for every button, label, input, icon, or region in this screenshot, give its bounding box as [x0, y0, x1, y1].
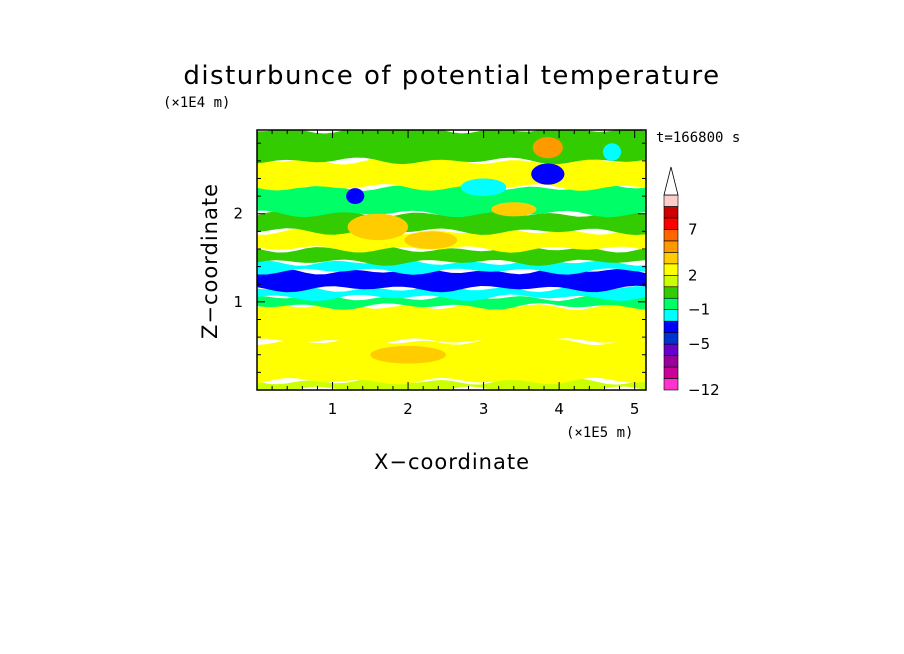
colorbar-segment: [663, 297, 679, 311]
heatmap-feature: [370, 345, 446, 364]
y-tick-label: 1: [233, 293, 243, 311]
colorbar-extend-arrow: [663, 166, 679, 196]
colorbar-segment: [663, 355, 679, 368]
y-axis-label: Z−coordinate: [198, 183, 222, 339]
heatmap-band: [257, 302, 646, 345]
heatmap-feature: [602, 143, 622, 161]
colorbar-segment: [663, 332, 679, 345]
heatmap-band: [257, 377, 646, 390]
heatmap-feature: [532, 137, 563, 159]
colorbar-segment: [663, 217, 679, 230]
colorbar-label: −5: [688, 335, 710, 353]
heatmap-band: [257, 285, 646, 302]
x-tick-label: 2: [403, 400, 413, 418]
heatmap-feature: [491, 202, 537, 217]
colorbar-segment: [663, 378, 679, 391]
heatmap-feature: [460, 178, 507, 197]
chart-title: disturbunce of potential temperature: [183, 61, 720, 91]
colorbar-label: −12: [688, 381, 720, 399]
colorbar-segment: [663, 366, 679, 379]
colorbar-segment: [663, 263, 679, 276]
colorbar-segment: [663, 343, 679, 356]
colorbar-segment: [663, 320, 679, 333]
x-tick-label: 5: [630, 400, 640, 418]
x-tick-label: 3: [479, 400, 489, 418]
time-label: t=166800 s: [656, 130, 740, 146]
colorbar-segment: [663, 240, 679, 253]
x-tick-label: 1: [328, 400, 338, 418]
x-unit-label: (×1E5 m): [566, 425, 633, 441]
heatmap-feature: [531, 163, 565, 185]
heatmap-feature: [404, 231, 458, 249]
axis-frame: [256, 129, 647, 391]
heatmap-band: [257, 337, 646, 385]
colorbar-segment: [663, 229, 679, 242]
colorbar-segment: [663, 286, 679, 299]
colorbar-label: 2: [688, 266, 698, 284]
heatmap-band: [257, 130, 646, 165]
x-tick-label: 4: [554, 400, 564, 418]
colorbar-label: −1: [688, 301, 710, 319]
colorbar-segment: [663, 206, 679, 219]
heatmap-band: [257, 157, 646, 191]
heatmap-feature: [346, 188, 365, 205]
colorbar-segment: [663, 309, 679, 322]
colorbar-segment: [663, 252, 679, 265]
colorbar: −12−5−127: [663, 166, 720, 399]
heatmap-feature: [347, 213, 409, 241]
y-axis: 12: [233, 205, 243, 311]
y-tick-label: 2: [233, 205, 243, 223]
plot-frame: [256, 129, 647, 391]
y-unit-label: (×1E4 m): [163, 95, 230, 111]
x-axis: 1 2 3 4 5: [328, 400, 640, 418]
plot-area: [257, 130, 646, 390]
heatmap-band: [257, 294, 646, 310]
colorbar-segment: [663, 274, 679, 288]
heatmap-band: [257, 267, 646, 293]
colorbar-segment: [663, 194, 679, 207]
colorbar-label: 7: [688, 220, 698, 238]
x-axis-label: X−coordinate: [374, 450, 530, 474]
